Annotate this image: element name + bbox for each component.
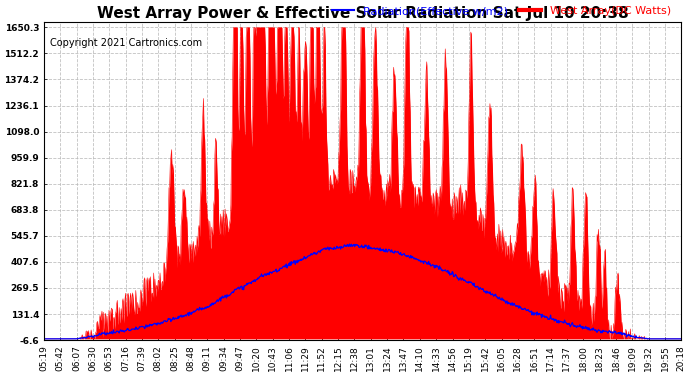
Title: West Array Power & Effective Solar Radiation Sat Jul 10 20:38: West Array Power & Effective Solar Radia… — [97, 6, 629, 21]
Text: Copyright 2021 Cartronics.com: Copyright 2021 Cartronics.com — [50, 38, 202, 48]
Legend: Radiation(Effective w/m2), West Array(DC Watts): Radiation(Effective w/m2), West Array(DC… — [328, 2, 676, 21]
